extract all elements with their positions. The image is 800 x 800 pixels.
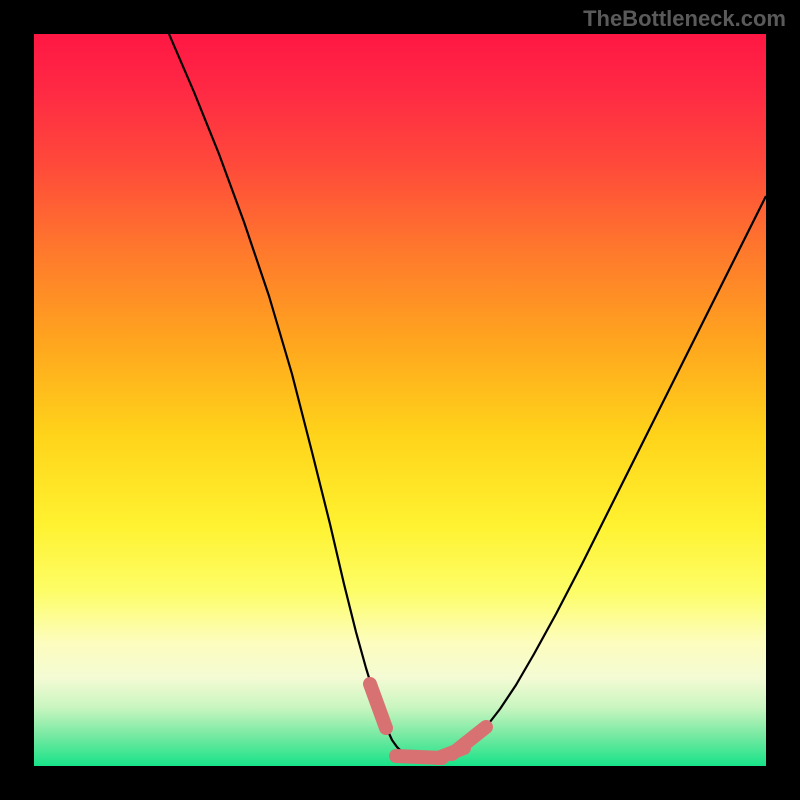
plot-svg [34, 34, 766, 766]
chart-frame: TheBottleneck.com [0, 0, 800, 800]
gradient-background [34, 34, 766, 766]
plot-area [34, 34, 766, 766]
watermark-text: TheBottleneck.com [583, 6, 786, 32]
